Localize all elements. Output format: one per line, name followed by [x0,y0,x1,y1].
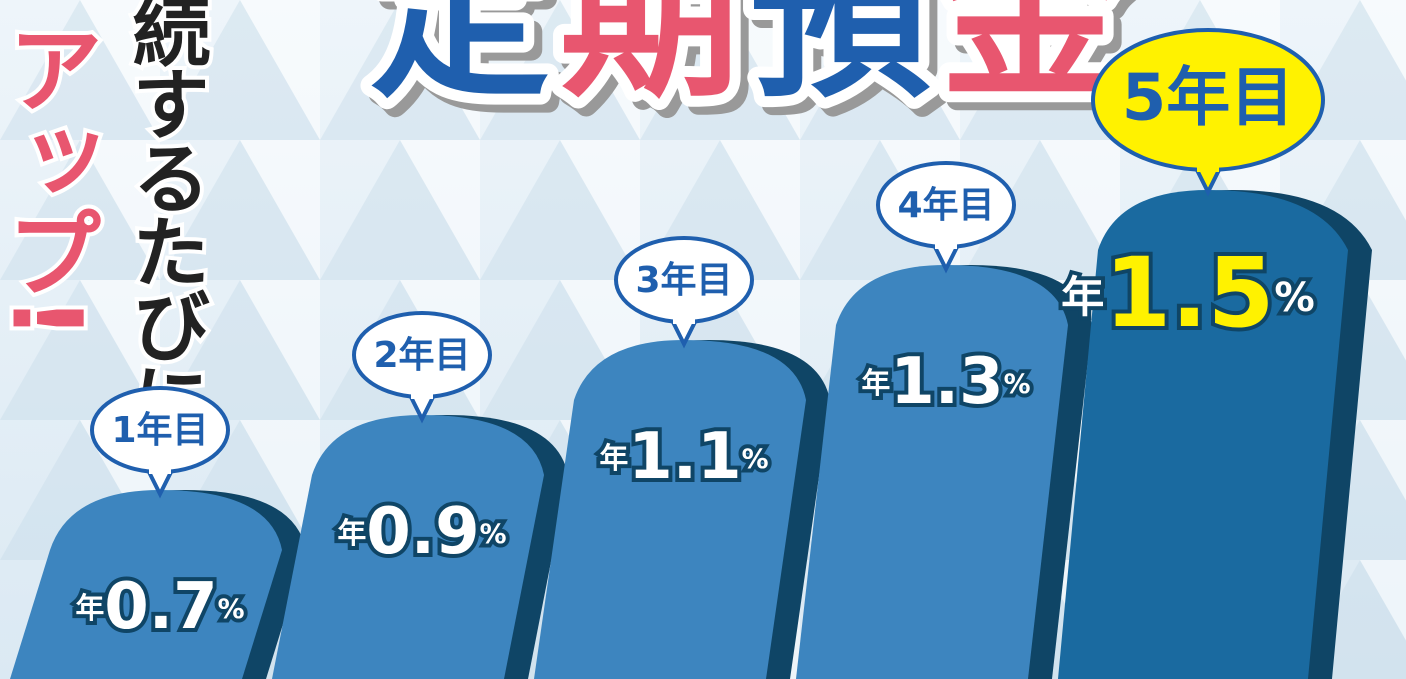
title-char: 期 [560,0,740,122]
category-label: 4年目 [897,185,994,226]
bar [796,265,1068,679]
bubble-tail-cover [673,312,695,324]
value-label-group: 年0.7% [75,570,244,644]
bubble-tail-cover [935,237,957,249]
title-char: 金 [939,0,1121,122]
value-label-group: 年1.1% [599,420,768,494]
category-label: 5年目 [1122,62,1295,136]
value-unit: % [218,594,245,625]
bar [10,490,282,679]
value-label: 0.9 [366,495,479,569]
value-prefix: 年 [1061,273,1104,323]
bubble-tail-cover [149,462,171,474]
value-label: 1.5 [1104,237,1274,349]
vertical-text: アップ! [0,20,103,336]
bar [272,415,544,679]
bar [534,340,806,679]
value-unit: % [1004,369,1031,400]
category-label: 1年目 [111,410,208,451]
title-char-shadow: 預 [758,0,938,130]
bubble-tail-cover [1197,160,1219,172]
value-unit: % [1274,274,1314,321]
category-label: 3年目 [635,260,732,301]
value-label: 1.3 [890,345,1003,419]
title-char-outline: 預 [750,0,930,122]
value-prefix: 年 [599,441,628,475]
title-char: 預 [750,0,930,122]
bubble-tail-cover [411,387,433,399]
side-text: アップ! 続するたびに [0,0,215,438]
title-char-outline: 定 [370,0,550,122]
title: 定定定 期期期 預預預 金金金 [359,0,1140,141]
value-label: 0.7 [104,570,217,644]
bar [1058,190,1348,679]
value-prefix: 年 [861,366,890,400]
title-char: 定 [370,0,550,122]
vertical-text: 続するたびに [120,0,211,434]
value-prefix: 年 [75,591,104,625]
value-label-group: 年1.3% [861,345,1030,419]
value-label-group: 年0.9% [337,495,506,569]
category-label: 2年目 [373,335,470,376]
title-char-shadow: 定 [378,0,558,130]
value-label-group: 年1.5% [1061,237,1315,349]
value-prefix: 年 [337,516,366,550]
title-char-shadow: 期 [568,0,748,130]
title-char-outline: 期 [560,0,740,122]
value-label: 1.1 [628,420,741,494]
value-unit: % [480,519,507,550]
value-unit: % [742,444,769,475]
